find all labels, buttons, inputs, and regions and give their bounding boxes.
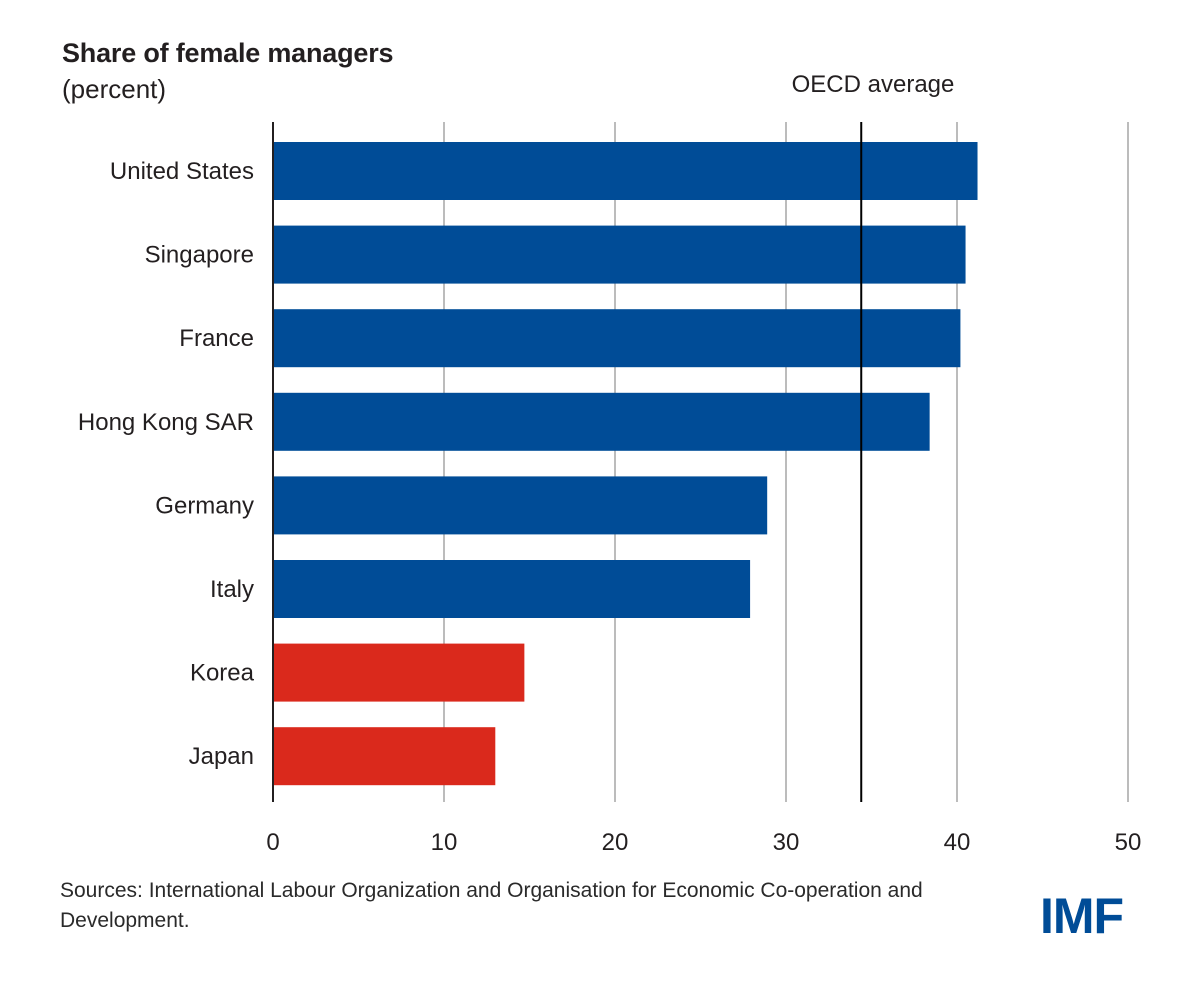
category-label: Korea	[190, 660, 255, 687]
reference-line-group: OECD average	[272, 71, 955, 802]
x-tick-label: 0	[266, 829, 279, 856]
bar	[273, 643, 525, 702]
category-labels: United States Singapore France Hong Kong SA…	[78, 158, 255, 770]
x-tick-label: 10	[431, 829, 458, 856]
imf-logo: IMF	[1040, 888, 1124, 944]
category-label: Japan	[189, 743, 254, 770]
x-tick-label: 20	[602, 829, 629, 856]
bar	[273, 476, 768, 535]
bar	[273, 309, 961, 368]
bar	[273, 392, 930, 451]
category-label: United States	[110, 158, 254, 185]
category-label: Hong Kong SAR	[78, 409, 254, 436]
bar	[273, 560, 751, 618]
category-label: Italy	[210, 576, 254, 603]
source-note: Sources: International Labour Organizati…	[60, 879, 923, 932]
category-label: Singapore	[145, 242, 254, 269]
oecd-average-label: OECD average	[792, 71, 955, 98]
bars	[273, 142, 978, 786]
bar	[273, 727, 496, 786]
category-label: Germany	[155, 492, 254, 519]
bar-chart: OECD average United States Singapore Franc…	[78, 71, 1141, 856]
gridlines	[443, 122, 1129, 802]
bar	[273, 142, 978, 200]
x-tick-labels: 0 10 20 30 40 50	[266, 829, 1141, 856]
x-tick-label: 50	[1115, 829, 1142, 856]
bar	[273, 225, 966, 284]
x-tick-label: 30	[773, 829, 800, 856]
chart-subtitle: (percent)	[62, 74, 167, 104]
chart-title: Share of female managers	[62, 38, 394, 68]
x-tick-label: 40	[944, 829, 971, 856]
category-label: France	[179, 325, 254, 352]
